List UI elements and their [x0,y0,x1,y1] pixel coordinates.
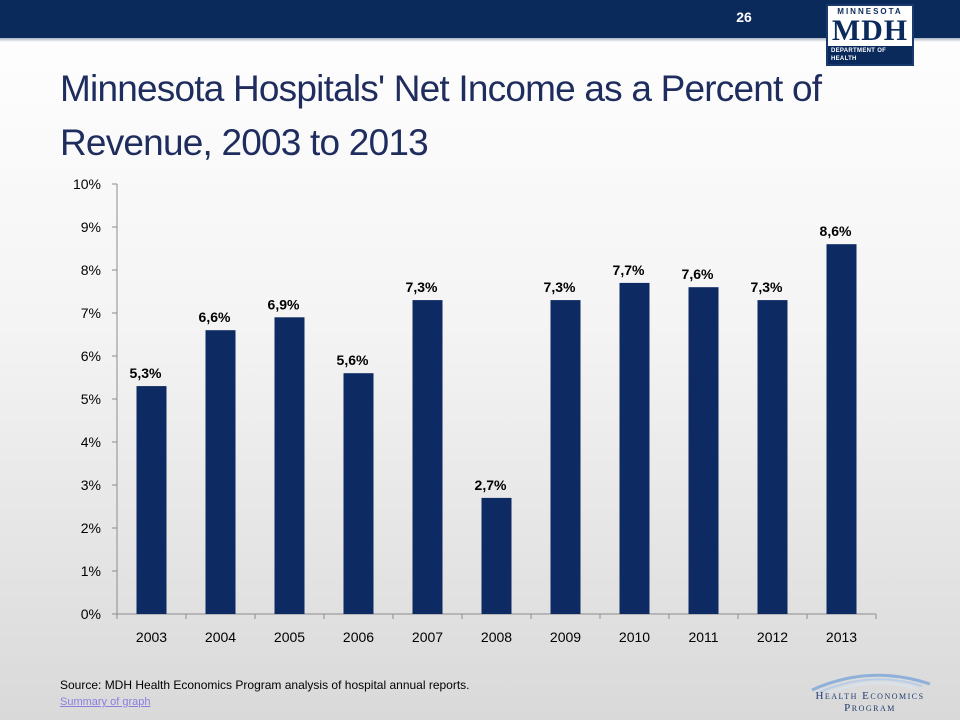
data-label-2003: 5,3% [130,365,162,381]
bar-2009 [550,300,581,614]
bar-2010 [619,282,650,614]
data-label-2007: 7,3% [406,279,438,295]
bar-2008 [481,497,512,614]
mdh-logo: MINNESOTA MDH DEPARTMENT OF HEALTH [826,4,914,66]
y-tick-label: 10% [73,176,101,192]
data-label-2004: 6,6% [199,309,231,325]
x-tick-label-2003: 2003 [136,629,167,645]
data-label-2011: 7,6% [682,266,714,282]
x-tick-label-2004: 2004 [205,629,236,645]
x-tick-label-2005: 2005 [274,629,305,645]
source-note: Source: MDH Health Economics Program ana… [60,678,470,692]
bar-2003 [136,386,167,614]
x-tick-label-2010: 2010 [619,629,650,645]
summary-of-graph-link[interactable]: Summary of graph [60,696,151,708]
x-tick-label-2008: 2008 [481,629,512,645]
health-economics-program-logo: Health Economics Program [790,666,950,714]
bar-2006 [343,373,374,614]
y-tick-label: 6% [81,348,101,364]
x-tick-label-2006: 2006 [343,629,374,645]
data-label-2008: 2,7% [475,477,507,493]
bar-2012 [757,300,788,614]
logo-department-text: DEPARTMENT OF HEALTH [828,45,912,64]
y-tick-label: 1% [81,563,101,579]
data-label-2009: 7,3% [544,279,576,295]
data-label-2006: 5,6% [337,352,369,368]
x-tick-label-2012: 2012 [757,629,788,645]
top-banner: 26 [0,0,960,42]
bar-2011 [688,287,719,614]
y-tick-label: 4% [81,434,101,450]
bar-2004 [205,330,236,614]
data-label-2012: 7,3% [751,279,783,295]
bar-2007 [412,300,443,614]
bar-2005 [274,317,305,614]
y-tick-label: 8% [81,262,101,278]
y-tick-label: 9% [81,219,101,235]
swoosh-icon [811,673,931,694]
slide-title: Minnesota Hospitals' Net Income as a Per… [60,68,822,163]
y-tick-label: 2% [81,520,101,536]
y-tick-label: 5% [81,391,101,407]
data-label-2010: 7,7% [613,262,645,278]
x-tick-label-2007: 2007 [412,629,443,645]
data-label-2005: 6,9% [268,296,300,312]
x-tick-label-2013: 2013 [826,629,857,645]
y-tick-label: 0% [81,606,101,622]
y-tick-label: 3% [81,477,101,493]
x-tick-label-2009: 2009 [550,629,581,645]
logo-main-text: MDH [831,13,909,47]
x-tick-label-2011: 2011 [688,629,718,645]
bar-2013 [826,244,857,614]
y-tick-label: 7% [81,305,101,321]
hep-logo-text: Health Economics Program [815,690,925,714]
data-label-2013: 8,6% [820,223,852,239]
page-number: 26 [736,9,752,25]
logo-state-text: MINNESOTA [837,6,903,16]
